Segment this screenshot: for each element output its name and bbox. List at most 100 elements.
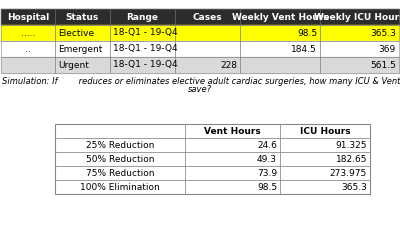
Bar bbox=[55, 152, 185, 166]
Text: 228: 228 bbox=[220, 60, 237, 69]
Bar bbox=[320, 57, 399, 73]
Bar bbox=[175, 9, 240, 25]
Bar bbox=[110, 9, 175, 25]
Bar bbox=[240, 25, 320, 41]
Bar bbox=[55, 57, 110, 73]
Bar bbox=[320, 9, 399, 25]
Bar bbox=[55, 180, 185, 194]
Bar bbox=[185, 138, 280, 152]
Bar bbox=[1, 9, 55, 25]
Bar bbox=[280, 152, 370, 166]
Text: Weekly Vent Hours: Weekly Vent Hours bbox=[232, 13, 328, 22]
Text: ..: .. bbox=[25, 44, 31, 54]
Text: Emergent: Emergent bbox=[58, 44, 102, 54]
Bar bbox=[185, 166, 280, 180]
Text: Elective: Elective bbox=[58, 28, 94, 38]
Bar bbox=[55, 166, 185, 180]
Text: 369: 369 bbox=[379, 44, 396, 54]
Bar bbox=[110, 9, 175, 25]
Text: 273.975: 273.975 bbox=[330, 169, 367, 177]
Bar bbox=[175, 25, 240, 41]
Text: Range: Range bbox=[126, 13, 158, 22]
Text: 24.6: 24.6 bbox=[257, 141, 277, 150]
Bar bbox=[280, 138, 370, 152]
Bar bbox=[1, 57, 55, 73]
Bar bbox=[240, 9, 320, 25]
Bar bbox=[240, 41, 320, 57]
Bar bbox=[55, 124, 370, 194]
Bar bbox=[55, 25, 110, 41]
Bar bbox=[55, 9, 110, 25]
Bar bbox=[55, 124, 185, 138]
Text: 18-Q1 - 19-Q4: 18-Q1 - 19-Q4 bbox=[113, 28, 178, 38]
Bar bbox=[280, 138, 370, 152]
Bar bbox=[185, 138, 280, 152]
Bar bbox=[1, 41, 399, 57]
Bar bbox=[185, 124, 280, 138]
Bar bbox=[185, 152, 280, 166]
Bar bbox=[175, 57, 240, 73]
Text: save?: save? bbox=[188, 85, 212, 94]
Bar bbox=[1, 57, 399, 73]
Bar bbox=[175, 41, 240, 57]
Bar bbox=[55, 180, 185, 194]
Bar bbox=[110, 25, 175, 41]
Bar bbox=[185, 166, 280, 180]
Text: 73.9: 73.9 bbox=[257, 169, 277, 177]
Bar bbox=[280, 180, 370, 194]
Bar bbox=[185, 124, 280, 138]
Text: 25% Reduction: 25% Reduction bbox=[86, 141, 154, 150]
Text: Simulation: If        reduces or eliminates elective adult cardiac surgeries, ho: Simulation: If reduces or eliminates ele… bbox=[2, 77, 400, 86]
Text: Hospital: Hospital bbox=[7, 13, 49, 22]
Bar bbox=[185, 180, 280, 194]
Bar bbox=[280, 124, 370, 138]
Bar bbox=[280, 152, 370, 166]
Bar bbox=[280, 166, 370, 180]
Bar bbox=[55, 166, 185, 180]
Bar bbox=[185, 180, 280, 194]
Text: 365.3: 365.3 bbox=[370, 28, 396, 38]
Bar bbox=[320, 41, 399, 57]
Bar bbox=[55, 152, 185, 166]
Text: 98.5: 98.5 bbox=[297, 28, 317, 38]
Bar bbox=[1, 25, 55, 41]
Text: .....: ..... bbox=[21, 28, 35, 38]
Bar bbox=[1, 9, 55, 25]
Bar bbox=[55, 9, 110, 25]
Bar bbox=[185, 152, 280, 166]
Text: 91.325: 91.325 bbox=[336, 141, 367, 150]
Bar bbox=[1, 41, 55, 57]
Text: ICU Hours: ICU Hours bbox=[300, 126, 350, 136]
Bar bbox=[55, 138, 185, 152]
Bar bbox=[110, 57, 175, 73]
Bar bbox=[280, 166, 370, 180]
Text: 18-Q1 - 19-Q4: 18-Q1 - 19-Q4 bbox=[113, 44, 178, 54]
Text: 75% Reduction: 75% Reduction bbox=[86, 169, 154, 177]
Bar bbox=[280, 180, 370, 194]
Text: Status: Status bbox=[66, 13, 99, 22]
Bar bbox=[280, 124, 370, 138]
Bar bbox=[55, 41, 110, 57]
Text: 50% Reduction: 50% Reduction bbox=[86, 155, 154, 164]
Text: 18-Q1 - 19-Q4: 18-Q1 - 19-Q4 bbox=[113, 60, 178, 69]
Bar bbox=[55, 124, 185, 138]
Text: 98.5: 98.5 bbox=[257, 183, 277, 191]
Text: 561.5: 561.5 bbox=[370, 60, 396, 69]
Text: Vent Hours: Vent Hours bbox=[204, 126, 261, 136]
Text: Urgent: Urgent bbox=[58, 60, 89, 69]
Bar bbox=[240, 9, 320, 25]
Text: 49.3: 49.3 bbox=[257, 155, 277, 164]
Bar bbox=[320, 25, 399, 41]
Text: 365.3: 365.3 bbox=[341, 183, 367, 191]
Bar bbox=[175, 9, 240, 25]
Bar bbox=[55, 138, 185, 152]
Bar bbox=[110, 41, 175, 57]
Text: 184.5: 184.5 bbox=[291, 44, 317, 54]
Bar bbox=[320, 9, 399, 25]
Bar bbox=[240, 57, 320, 73]
Text: 100% Elimination: 100% Elimination bbox=[80, 183, 160, 191]
Text: 182.65: 182.65 bbox=[336, 155, 367, 164]
Text: Cases: Cases bbox=[193, 13, 222, 22]
Text: Weekly ICU Hours: Weekly ICU Hours bbox=[314, 13, 400, 22]
Bar bbox=[1, 25, 399, 41]
